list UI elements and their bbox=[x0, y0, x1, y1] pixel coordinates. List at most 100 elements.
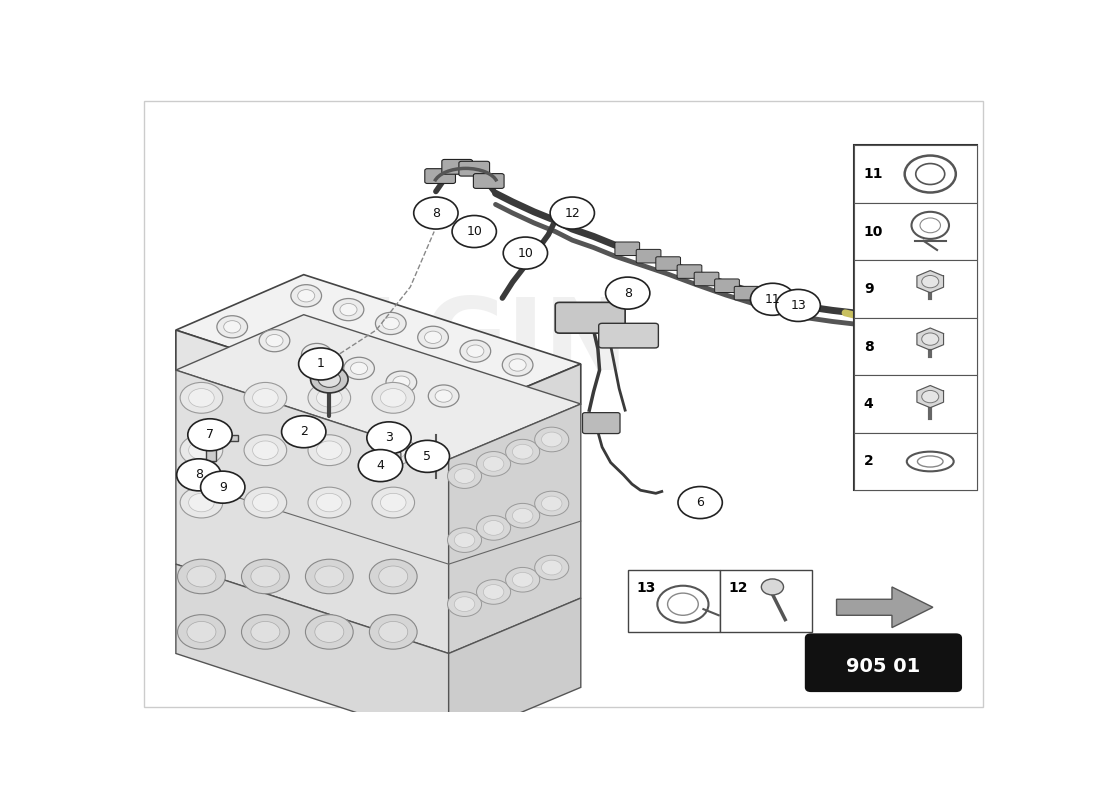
Circle shape bbox=[448, 592, 482, 617]
Circle shape bbox=[750, 283, 795, 315]
FancyBboxPatch shape bbox=[656, 257, 681, 270]
Polygon shape bbox=[176, 330, 449, 459]
Bar bbox=[854, 146, 977, 202]
Circle shape bbox=[920, 218, 940, 233]
Circle shape bbox=[317, 389, 342, 407]
Text: 9: 9 bbox=[864, 282, 873, 296]
Polygon shape bbox=[449, 364, 581, 459]
Circle shape bbox=[366, 422, 411, 454]
Circle shape bbox=[922, 333, 938, 346]
Circle shape bbox=[452, 215, 496, 247]
Circle shape bbox=[310, 366, 348, 393]
Polygon shape bbox=[176, 314, 581, 459]
Polygon shape bbox=[836, 587, 933, 628]
Bar bbox=[854, 375, 977, 433]
Circle shape bbox=[535, 555, 569, 580]
Bar bbox=[854, 146, 977, 490]
Circle shape bbox=[414, 197, 458, 229]
Circle shape bbox=[177, 559, 225, 594]
Circle shape bbox=[180, 435, 222, 466]
Circle shape bbox=[282, 416, 326, 448]
Circle shape bbox=[658, 586, 708, 622]
Circle shape bbox=[668, 593, 698, 615]
Circle shape bbox=[266, 334, 283, 347]
FancyBboxPatch shape bbox=[386, 452, 400, 464]
Circle shape bbox=[541, 432, 562, 447]
Circle shape bbox=[381, 494, 406, 512]
FancyBboxPatch shape bbox=[459, 162, 490, 176]
FancyBboxPatch shape bbox=[694, 272, 719, 286]
FancyBboxPatch shape bbox=[473, 174, 504, 188]
Text: 11: 11 bbox=[864, 167, 883, 181]
Text: 2: 2 bbox=[864, 454, 873, 469]
Text: 2: 2 bbox=[300, 426, 308, 438]
Polygon shape bbox=[917, 270, 944, 293]
Circle shape bbox=[393, 376, 410, 388]
Circle shape bbox=[351, 362, 367, 374]
Text: 4: 4 bbox=[376, 459, 384, 472]
Circle shape bbox=[315, 622, 344, 642]
Circle shape bbox=[506, 567, 540, 592]
Circle shape bbox=[260, 330, 289, 352]
Circle shape bbox=[448, 464, 482, 488]
Circle shape bbox=[509, 359, 526, 371]
Text: 8: 8 bbox=[624, 286, 631, 300]
Circle shape bbox=[912, 212, 949, 239]
Polygon shape bbox=[917, 386, 944, 408]
Circle shape bbox=[306, 614, 353, 649]
Text: 12: 12 bbox=[728, 581, 748, 594]
Text: parts: parts bbox=[386, 375, 537, 433]
Circle shape bbox=[460, 340, 491, 362]
Circle shape bbox=[922, 390, 938, 402]
Text: 7: 7 bbox=[206, 428, 214, 442]
Circle shape bbox=[776, 290, 821, 322]
FancyBboxPatch shape bbox=[735, 286, 759, 300]
Circle shape bbox=[253, 389, 278, 407]
Circle shape bbox=[436, 390, 452, 402]
Circle shape bbox=[253, 441, 278, 459]
Circle shape bbox=[187, 566, 216, 587]
Circle shape bbox=[476, 451, 510, 476]
Circle shape bbox=[541, 560, 562, 575]
Circle shape bbox=[306, 559, 353, 594]
Circle shape bbox=[317, 494, 342, 512]
Circle shape bbox=[242, 614, 289, 649]
Bar bbox=[854, 202, 977, 260]
Bar bbox=[628, 570, 719, 632]
Circle shape bbox=[340, 303, 358, 316]
Circle shape bbox=[189, 494, 214, 512]
Circle shape bbox=[378, 622, 408, 642]
Polygon shape bbox=[917, 328, 944, 350]
Polygon shape bbox=[176, 274, 581, 419]
Circle shape bbox=[251, 622, 279, 642]
Circle shape bbox=[317, 441, 342, 459]
Circle shape bbox=[180, 382, 222, 414]
Text: 9: 9 bbox=[219, 481, 227, 494]
Circle shape bbox=[301, 343, 332, 366]
Circle shape bbox=[535, 427, 569, 452]
Circle shape bbox=[454, 533, 475, 547]
FancyBboxPatch shape bbox=[442, 159, 473, 174]
Circle shape bbox=[180, 487, 222, 518]
Text: 5: 5 bbox=[424, 450, 431, 463]
Circle shape bbox=[541, 496, 562, 511]
Circle shape bbox=[244, 435, 287, 466]
Circle shape bbox=[503, 237, 548, 269]
FancyBboxPatch shape bbox=[556, 302, 625, 333]
Text: 4: 4 bbox=[864, 397, 873, 411]
Bar bbox=[854, 433, 977, 490]
Polygon shape bbox=[449, 598, 581, 742]
Text: 8: 8 bbox=[432, 206, 440, 219]
Polygon shape bbox=[206, 435, 238, 462]
Text: 13: 13 bbox=[790, 299, 806, 312]
Text: 11: 11 bbox=[764, 293, 781, 306]
Circle shape bbox=[405, 440, 450, 472]
Circle shape bbox=[904, 155, 956, 193]
Circle shape bbox=[386, 371, 417, 394]
FancyBboxPatch shape bbox=[678, 265, 702, 278]
Circle shape bbox=[513, 444, 532, 459]
Circle shape bbox=[318, 371, 340, 387]
Text: 1: 1 bbox=[317, 358, 324, 370]
Circle shape bbox=[550, 197, 594, 229]
Circle shape bbox=[605, 277, 650, 309]
